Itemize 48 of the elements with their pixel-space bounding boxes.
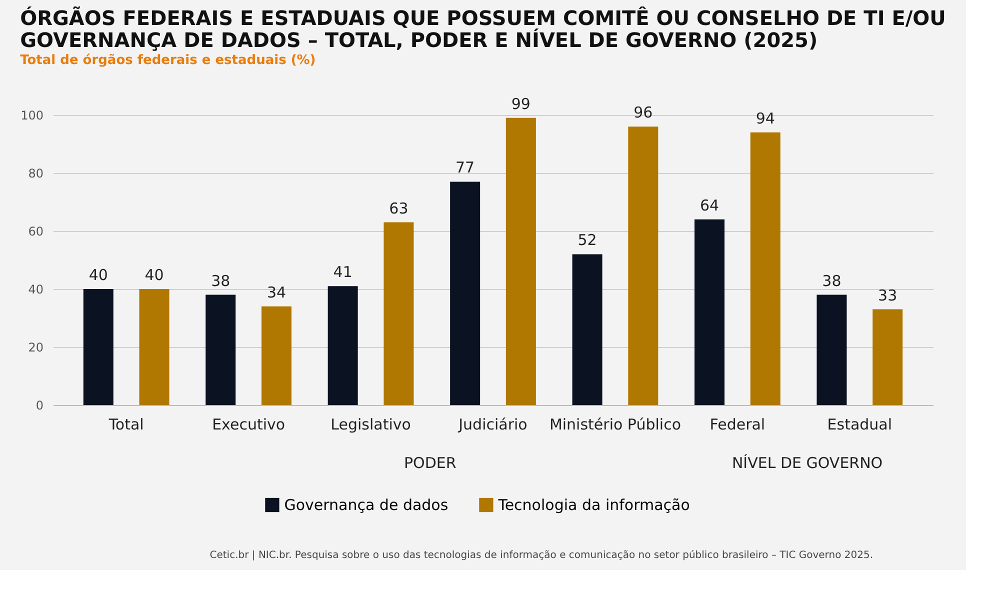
data-label: 64	[700, 196, 720, 214]
bar	[261, 306, 292, 405]
y-tick-label: 100	[20, 108, 44, 122]
legend-label: Tecnologia da informação	[497, 496, 690, 514]
bar	[816, 294, 847, 405]
bar	[328, 286, 358, 405]
text: Cetic.br | NIC.br. Pesquisa sobre o uso das tecnologias de informação e comunicação no setor público brasileiro – TIC Governo 2025.	[210, 550, 873, 561]
data-label: 34	[266, 283, 286, 302]
data-label: 77	[456, 158, 475, 177]
x-tick-label: Executivo	[212, 416, 286, 434]
data-label: 38	[211, 272, 230, 290]
data-label: 94	[756, 109, 775, 128]
data-label: 52	[578, 231, 597, 250]
data-label: 96	[634, 104, 653, 122]
data-label: 63	[389, 199, 408, 218]
text: NÍVEL DE GOVERNO	[732, 454, 883, 472]
bar	[139, 289, 170, 405]
bar	[206, 294, 236, 405]
y-tick-label: 40	[28, 282, 44, 296]
y-tick-label: 0	[36, 398, 44, 412]
bar	[384, 222, 414, 405]
chart-title: ÓRGÃOS FEDERAIS E ESTADUAIS QUE POSSUEM COMITÊ OU CONSELHO DE TI E/OU GOVERNANÇA DE DADOS – TOTAL, PODER E NÍVEL DE GOVERNO (2025)	[20, 6, 946, 52]
data-label: 99	[511, 94, 530, 113]
bar	[750, 132, 780, 405]
data-label: 38	[822, 272, 842, 290]
bar	[628, 126, 658, 405]
x-tick-label: Total	[108, 416, 144, 434]
bar	[83, 289, 114, 405]
y-tick-label: 80	[28, 166, 44, 180]
data-label: 33	[878, 286, 898, 304]
bar	[572, 254, 602, 405]
bar	[694, 219, 725, 405]
bar	[506, 118, 536, 405]
y-tick-label: 60	[28, 224, 44, 238]
y-tick-label: 20	[28, 340, 44, 354]
x-tick-label: Legislativo	[330, 416, 411, 434]
x-tick-label: Judiciário	[458, 416, 528, 434]
bar	[872, 309, 903, 405]
data-label: 40	[88, 266, 108, 284]
x-tick-label: Federal	[710, 416, 766, 434]
data-label: 40	[144, 266, 164, 284]
text: PODER	[404, 454, 456, 472]
data-label: 41	[333, 263, 352, 282]
chart-subtitle: Total de órgãos federais e estaduais (%)	[20, 52, 316, 68]
legend-label: Governança de dados	[284, 496, 448, 514]
x-tick-label: Ministério Público	[549, 416, 682, 434]
bar	[450, 182, 480, 405]
x-tick-label: Estadual	[827, 416, 892, 434]
